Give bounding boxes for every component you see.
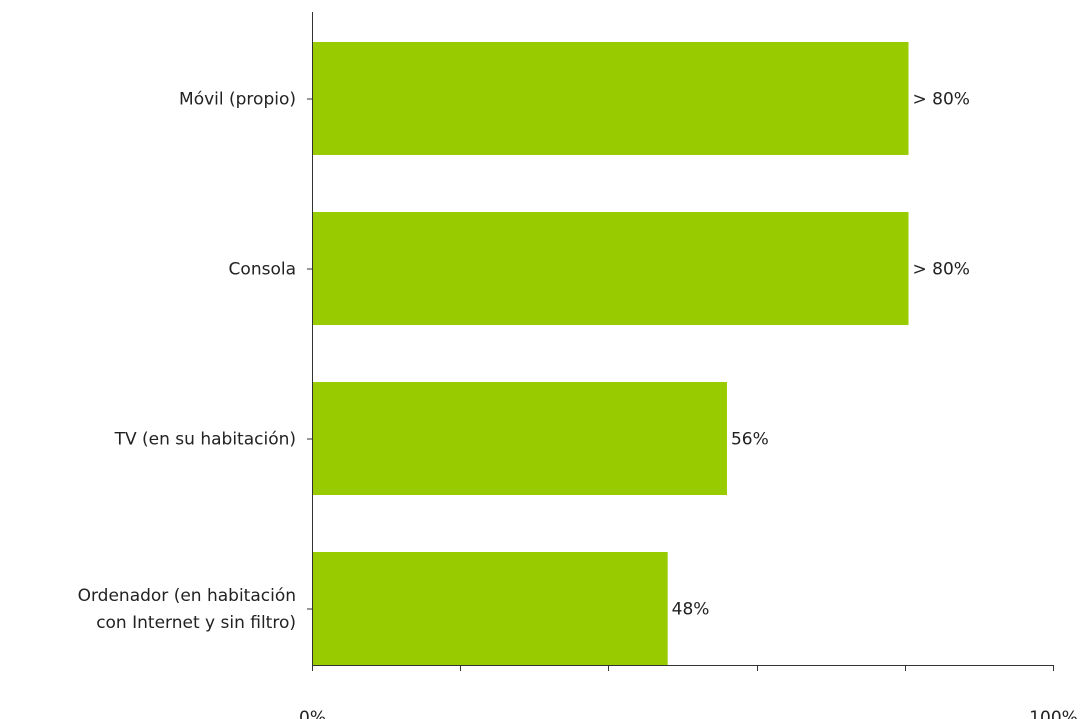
category-labels: Móvil (propio) Consola TV (en su habitació… xyxy=(78,90,312,633)
bar-3 xyxy=(312,552,668,665)
category-label-2: TV (en su habitación) xyxy=(114,430,296,450)
category-label-3-line-1: con Internet y sin filtro) xyxy=(96,613,296,633)
category-label-0: Móvil (propio) xyxy=(179,90,296,110)
x-axis-ticks: 0% 100% xyxy=(299,665,1078,719)
bar-1 xyxy=(312,212,909,325)
category-label-1: Consola xyxy=(229,260,296,280)
category-label-3-line-0: Ordenador (en habitación xyxy=(78,586,296,606)
bar-2 xyxy=(312,382,727,495)
value-label-1: > 80% xyxy=(913,260,970,280)
x-tick-label-5: 100% xyxy=(1029,708,1078,719)
x-tick-label-0: 0% xyxy=(299,708,326,719)
axes xyxy=(312,12,1054,666)
bar-0 xyxy=(312,42,909,155)
bars xyxy=(312,42,909,665)
value-label-2: 56% xyxy=(731,430,769,450)
value-labels: > 80% > 80% 56% 48% xyxy=(672,90,970,620)
value-label-3: 48% xyxy=(672,600,710,620)
value-label-0: > 80% xyxy=(913,90,970,110)
